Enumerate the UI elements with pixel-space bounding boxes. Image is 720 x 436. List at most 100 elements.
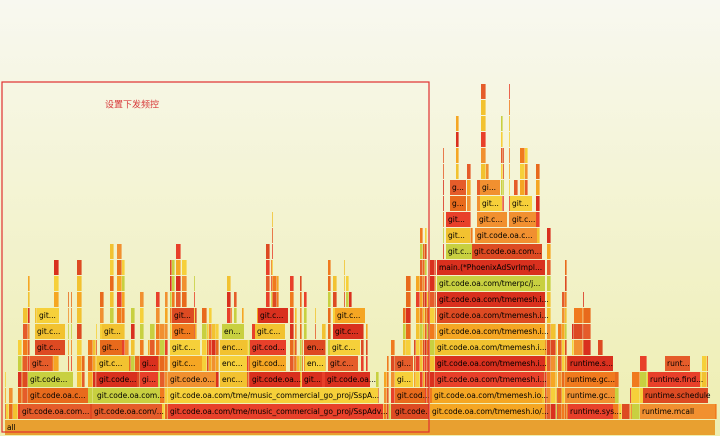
frame <box>117 244 122 259</box>
frame[interactable] <box>395 388 425 403</box>
frame[interactable] <box>437 292 545 307</box>
frame[interactable] <box>170 340 200 355</box>
frame[interactable] <box>102 324 124 339</box>
frame[interactable] <box>430 404 545 419</box>
frame[interactable] <box>510 196 532 211</box>
frame[interactable] <box>250 372 300 387</box>
frame <box>202 308 207 323</box>
frame[interactable] <box>305 356 325 371</box>
frame[interactable] <box>30 356 52 371</box>
frame[interactable] <box>325 372 370 387</box>
frame <box>558 388 562 403</box>
frame[interactable] <box>250 340 286 355</box>
frame[interactable] <box>220 340 247 355</box>
frame <box>266 260 270 275</box>
frame[interactable] <box>328 356 358 371</box>
frame-label: git.c... <box>37 327 60 336</box>
frame[interactable] <box>475 228 537 243</box>
frame[interactable] <box>97 356 129 371</box>
frame[interactable] <box>20 404 90 419</box>
frame[interactable] <box>477 212 507 227</box>
frame[interactable] <box>435 372 543 387</box>
frame[interactable] <box>395 372 413 387</box>
frame[interactable] <box>432 388 542 403</box>
frame <box>93 340 96 355</box>
frame <box>558 340 562 355</box>
frame <box>551 356 556 371</box>
frame[interactable] <box>648 372 700 387</box>
frame[interactable] <box>446 212 470 227</box>
frame[interactable] <box>395 356 413 371</box>
frame <box>443 212 444 227</box>
frame[interactable] <box>168 404 383 419</box>
frame[interactable] <box>258 308 288 323</box>
frame[interactable] <box>220 356 247 371</box>
frame[interactable] <box>446 228 470 243</box>
frame <box>427 340 430 355</box>
frame <box>209 308 212 323</box>
frame[interactable] <box>510 212 536 227</box>
frame <box>328 340 331 355</box>
frame[interactable] <box>450 196 466 211</box>
frame[interactable] <box>92 404 162 419</box>
frame[interactable] <box>95 388 160 403</box>
frame[interactable] <box>450 180 466 195</box>
frame[interactable] <box>250 356 286 371</box>
frame[interactable] <box>305 340 325 355</box>
frame[interactable] <box>100 340 122 355</box>
frame <box>562 372 565 387</box>
frame-label: git.code... <box>395 407 432 416</box>
frame[interactable] <box>35 324 65 339</box>
frame[interactable] <box>480 196 502 211</box>
frame-label: git.c... <box>37 343 60 352</box>
frame <box>423 356 425 371</box>
frame[interactable] <box>437 324 545 339</box>
frame <box>140 292 144 307</box>
frame[interactable] <box>643 388 708 403</box>
frame[interactable] <box>220 372 247 387</box>
frame[interactable] <box>568 404 613 419</box>
frame[interactable] <box>472 244 542 259</box>
frame[interactable] <box>168 372 216 387</box>
frame[interactable] <box>302 372 322 387</box>
frame <box>300 356 302 371</box>
frame[interactable] <box>35 340 65 355</box>
frame <box>271 292 272 307</box>
frame[interactable] <box>168 388 378 403</box>
frame[interactable] <box>446 244 472 259</box>
frame[interactable] <box>437 260 545 275</box>
frame <box>361 356 364 371</box>
frame[interactable] <box>480 180 500 195</box>
frame[interactable] <box>170 356 202 371</box>
frame[interactable] <box>140 372 158 387</box>
frame[interactable] <box>97 372 137 387</box>
frame[interactable] <box>435 356 545 371</box>
frame[interactable] <box>255 324 285 339</box>
frame <box>209 356 212 371</box>
frame[interactable] <box>437 276 545 291</box>
frame[interactable] <box>640 404 715 419</box>
frame[interactable] <box>28 372 73 387</box>
frame[interactable] <box>222 324 244 339</box>
frame[interactable] <box>437 308 545 323</box>
frame[interactable] <box>335 308 365 323</box>
frame[interactable] <box>5 420 715 435</box>
frame[interactable] <box>172 324 194 339</box>
frame[interactable] <box>330 340 360 355</box>
frame <box>315 308 316 323</box>
frame[interactable] <box>435 340 545 355</box>
frame[interactable] <box>28 388 88 403</box>
frame <box>423 340 425 355</box>
frame[interactable] <box>665 356 690 371</box>
frame <box>481 164 486 179</box>
frame[interactable] <box>172 308 194 323</box>
frame[interactable] <box>140 356 158 371</box>
frame <box>427 356 430 371</box>
frame[interactable] <box>565 372 615 387</box>
frame <box>547 308 551 323</box>
frame[interactable] <box>333 324 363 339</box>
frame[interactable] <box>565 388 615 403</box>
frame[interactable] <box>568 356 613 371</box>
frame[interactable] <box>393 404 428 419</box>
frame[interactable] <box>37 308 59 323</box>
